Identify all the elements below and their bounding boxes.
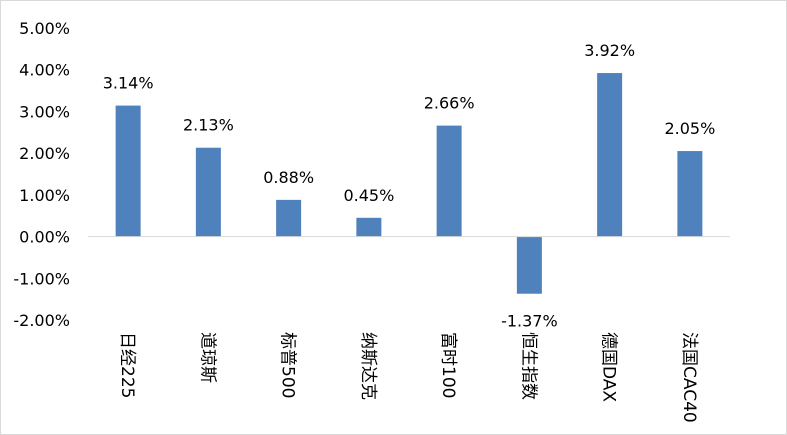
- data-label: 2.05%: [664, 119, 715, 138]
- y-tick-label: -1.00%: [13, 269, 70, 288]
- bar: [436, 125, 462, 237]
- bar: [195, 147, 221, 237]
- data-label: 0.88%: [263, 168, 314, 187]
- bars: [115, 73, 703, 294]
- bar: [356, 217, 382, 237]
- y-axis-ticks: 5.00% 4.00% 3.00% 2.00% 1.00% 0.00% -1.00% -2.0…: [13, 19, 70, 330]
- data-label: -1.37%: [501, 312, 558, 331]
- category-label: 纳斯达克: [358, 332, 378, 400]
- category-label: 日经225: [117, 332, 137, 398]
- data-label: 0.45%: [343, 186, 394, 205]
- y-tick-label: 1.00%: [19, 186, 70, 205]
- category-label: 法国CAC40: [679, 332, 699, 423]
- category-label: 恒生指数: [518, 332, 538, 400]
- y-tick-label: 5.00%: [19, 19, 70, 38]
- category-label: 富时100: [438, 332, 458, 398]
- data-label: 3.14%: [103, 74, 154, 93]
- y-tick-label: 4.00%: [19, 61, 70, 80]
- data-label: 3.92%: [584, 41, 635, 60]
- bar: [677, 151, 703, 237]
- category-label: 道琼斯: [197, 332, 217, 383]
- y-tick-label: 0.00%: [19, 228, 70, 247]
- bar: [115, 105, 141, 237]
- bar: [276, 199, 302, 237]
- data-labels: 3.14% 2.13% 0.88% 0.45% 2.66% -1.37% 3.92% 2.05…: [103, 41, 716, 331]
- y-tick-label: -2.00%: [13, 311, 70, 330]
- data-label: 2.66%: [424, 94, 475, 113]
- category-label: 德国DAX: [599, 332, 619, 402]
- y-tick-label: 2.00%: [19, 144, 70, 163]
- category-labels: 日经225 道琼斯 标普500 纳斯达克 富时100 恒生指数 德国DAX 法国CAC40: [117, 332, 699, 423]
- category-label: 标普500: [278, 332, 298, 398]
- y-tick-label: 3.00%: [19, 102, 70, 121]
- bar: [597, 73, 623, 237]
- bar: [516, 236, 542, 294]
- data-label: 2.13%: [183, 116, 234, 135]
